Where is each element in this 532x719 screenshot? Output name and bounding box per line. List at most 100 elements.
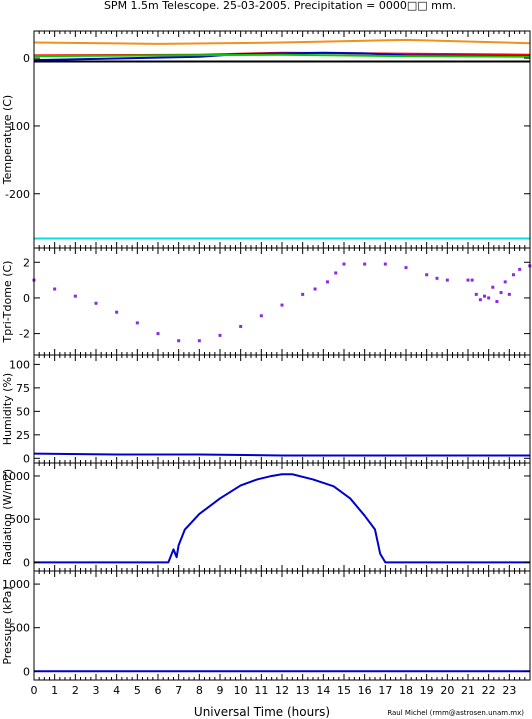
series-1 (32, 262, 532, 343)
panel-frame (33, 354, 531, 464)
y-tick-label: -100 (5, 120, 30, 133)
data-point (115, 310, 119, 314)
series-line-4 (33, 53, 531, 58)
x-tick-label: 23 (502, 684, 516, 697)
data-point (478, 298, 482, 302)
x-tick-label: 7 (175, 684, 182, 697)
data-point (218, 333, 222, 337)
x-tick-label: 20 (440, 684, 454, 697)
data-point (135, 321, 139, 325)
data-point (511, 273, 515, 277)
data-point (156, 332, 160, 336)
data-point (404, 266, 408, 270)
y-axis-label: Temperature (C) (1, 95, 14, 185)
x-tick-label: 12 (275, 684, 289, 697)
y-tick-label: 2 (23, 256, 30, 269)
x-axis: 0 1 2 3 4 5 6 7 8 9 10 11 12 13 14 15 16 17 18 19 20 21 22 23 (31, 684, 517, 697)
x-tick-label: 18 (399, 684, 413, 697)
data-point (177, 339, 181, 343)
series-line-1 (34, 473, 530, 564)
data-point (445, 278, 449, 282)
data-point (425, 273, 429, 277)
y-axis-label: Pressure (kPa) (1, 586, 14, 664)
panel-1: 0 -100 -200 Temperature (C) (1, 30, 531, 249)
y-tick-label: 25 (16, 429, 30, 442)
data-point (487, 296, 491, 300)
x-tick-label: 16 (358, 684, 372, 697)
x-tick-label: 13 (296, 684, 310, 697)
series-line-1 (33, 452, 530, 457)
data-point (239, 324, 243, 328)
x-tick-label: 17 (378, 684, 392, 697)
y-tick-label: 0 (23, 52, 30, 65)
panel-2: 2 0 -2 Tpri-Tdome (C) (1, 247, 532, 356)
series-line-1 (33, 38, 531, 45)
panel-frame (33, 30, 531, 249)
data-point (383, 262, 387, 266)
x-tick-label: 15 (337, 684, 351, 697)
y-tick-label: 1000 (2, 578, 30, 591)
x-tick-label: 0 (31, 684, 38, 697)
data-point (491, 285, 495, 289)
y-tick-label: 500 (9, 513, 30, 526)
y-tick-label: 0 (23, 556, 30, 569)
data-point (280, 303, 284, 307)
y-tick-label: 0 (23, 665, 30, 678)
panel-frame (33, 247, 531, 356)
data-point (483, 294, 487, 298)
x-tick-label: 4 (113, 684, 120, 697)
x-tick-label: 10 (234, 684, 248, 697)
y-tick-label: 50 (16, 405, 30, 418)
panel-frame (33, 462, 531, 572)
chart-title: SPM 1.5m Telescope. 25-03-2005. Precipit… (104, 0, 456, 12)
y-axis-label: Humidity (%) (1, 373, 14, 445)
x-axis-label: Universal Time (hours) (194, 705, 330, 719)
data-point (334, 271, 338, 275)
x-tick-label: 3 (93, 684, 100, 697)
x-tick-label: 22 (482, 684, 496, 697)
x-tick-label: 2 (72, 684, 79, 697)
y-tick-label: -2 (19, 328, 30, 341)
x-tick-label: 19 (420, 684, 434, 697)
data-point (53, 287, 57, 291)
x-tick-label: 6 (155, 684, 162, 697)
data-point (470, 278, 474, 282)
panels: 0 -100 -200 Temperature (C) 2 0 -2 Tpri-Tdome (… (1, 30, 532, 681)
x-tick-label: 8 (196, 684, 203, 697)
data-point (363, 262, 367, 266)
data-point (313, 287, 317, 291)
y-tick-label: 1000 (2, 470, 30, 483)
data-point (507, 292, 511, 296)
data-point (435, 276, 439, 280)
data-point (495, 300, 499, 303)
panel-frame (33, 570, 531, 681)
y-tick-label: 500 (9, 622, 30, 635)
data-point (474, 292, 478, 296)
data-point (499, 291, 503, 295)
y-tick-label: 100 (9, 358, 30, 371)
data-point (259, 314, 263, 318)
y-tick-label: -200 (5, 188, 30, 201)
credit-text: Raul Michel (rmm@astrosen.unam.mx) (387, 709, 524, 717)
data-point (73, 294, 77, 298)
data-point (325, 280, 329, 284)
y-tick-label: 75 (16, 382, 30, 395)
data-point (466, 278, 470, 282)
data-point (342, 262, 346, 266)
y-axis-label: Tpri-Tdome (C) (1, 261, 14, 344)
data-point (503, 280, 507, 284)
data-point (518, 267, 522, 271)
data-point (197, 339, 201, 343)
y-axis-label: Radiation (W/m2) (1, 469, 14, 565)
data-point (94, 301, 98, 305)
x-tick-label: 21 (461, 684, 475, 697)
x-tick-label: 11 (254, 684, 268, 697)
panel-3: 0 25 50 75 100 Humidity (%) (1, 354, 531, 465)
x-tick-label: 14 (316, 684, 330, 697)
x-tick-label: 5 (134, 684, 141, 697)
x-tick-label: 1 (51, 684, 58, 697)
data-point (301, 292, 305, 296)
